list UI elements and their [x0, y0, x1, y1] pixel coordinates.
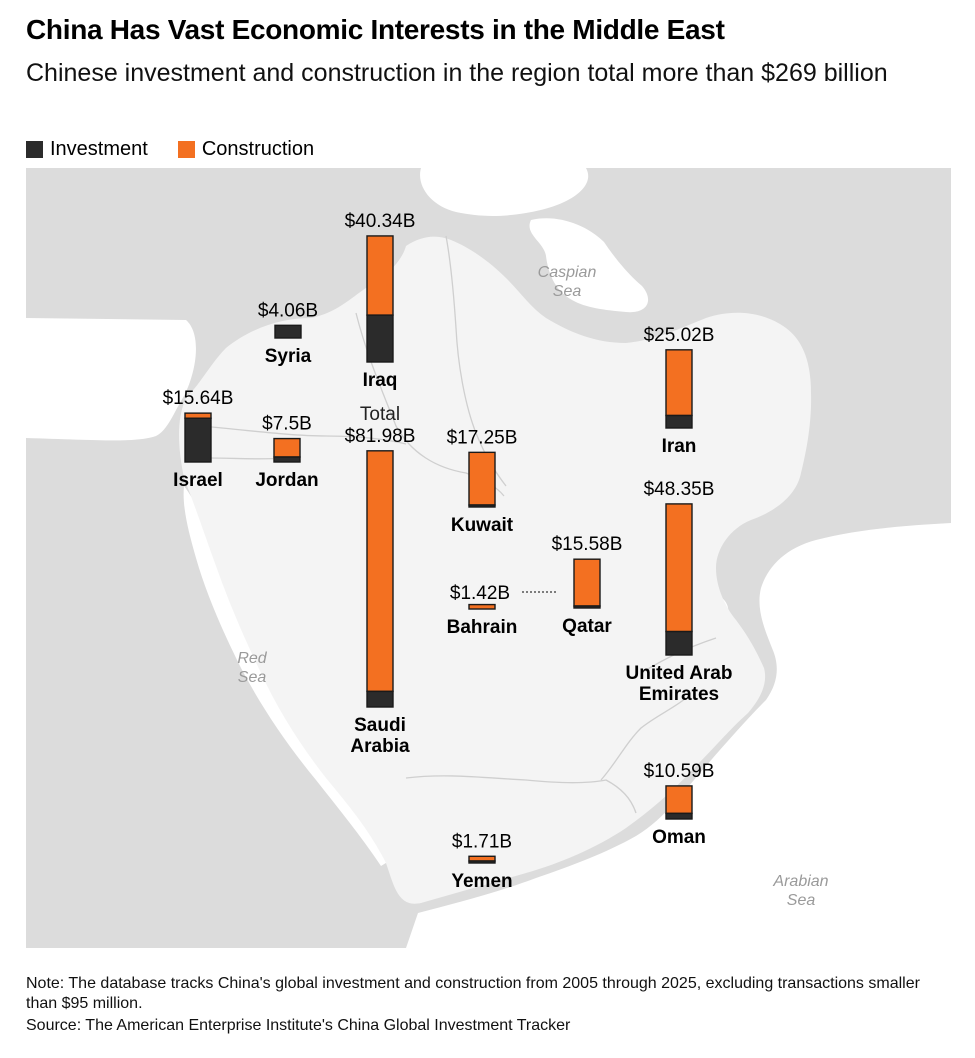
country-label-oman: Oman — [652, 827, 706, 848]
bar-construction-oman — [665, 785, 693, 815]
bar-group-iran: $25.02B Iran — [644, 325, 715, 457]
bar-group-jordan: $7.5B Jordan — [255, 414, 318, 491]
value-prefix-saudi-arabia: Total — [360, 404, 400, 425]
bar-investment-israel — [184, 417, 212, 463]
land-region — [179, 236, 812, 904]
footnote: Note: The database tracks China's global… — [26, 975, 920, 1012]
bar-group-qatar: $15.58B Qatar — [552, 534, 623, 637]
value-label-iraq: $40.34B — [345, 211, 416, 232]
value-label-bahrain: $1.42B — [450, 583, 510, 604]
country-label-iraq: Iraq — [363, 370, 398, 391]
country-label-united-arab-emirates: United Arab — [626, 663, 733, 684]
country-label-united-arab-emirates: Emirates — [639, 684, 719, 705]
value-label-oman: $10.59B — [644, 761, 715, 782]
country-label-israel: Israel — [173, 470, 223, 491]
country-label-iran: Iran — [662, 436, 697, 457]
legend-label-investment: Investment — [50, 138, 148, 160]
value-label-qatar: $15.58B — [552, 534, 623, 555]
bar-investment-oman — [665, 812, 693, 820]
chart-subtitle: Chinese investment and construction in t… — [26, 59, 888, 87]
legend-item-investment: Investment — [26, 138, 148, 161]
mediterranean-sea — [26, 318, 196, 441]
country-label-saudi-arabia: Saudi — [354, 715, 406, 736]
country-label-jordan: Jordan — [255, 470, 318, 491]
bar-group-iraq: $40.34B Iraq — [345, 211, 416, 391]
bar-construction-yemen — [468, 855, 496, 862]
bar-group-israel: $15.64B Israel — [163, 388, 234, 491]
legend-label-construction: Construction — [201, 138, 315, 160]
bar-construction-kuwait — [468, 451, 496, 506]
bars-layer: $4.06B Syria $15.64B Israel $7.5B Jordan $40.3… — [163, 211, 733, 892]
bar-construction-jordan — [273, 437, 301, 458]
water-label: Arabian — [772, 873, 828, 890]
water-label: Red — [237, 650, 267, 667]
bar-construction-iran — [665, 349, 693, 417]
country-label-saudi-arabia: Arabia — [350, 736, 410, 757]
bar-construction-bahrain — [468, 603, 496, 610]
bar-construction-united-arab-emirates — [665, 503, 693, 633]
arabian-sea — [406, 523, 951, 948]
bar-group-syria: $4.06B Syria — [258, 300, 318, 367]
bar-group-kuwait: $17.25B Kuwait — [447, 427, 518, 536]
value-label-syria: $4.06B — [258, 300, 318, 321]
legend: Investment Construction — [26, 138, 344, 161]
value-label-iran: $25.02B — [644, 325, 715, 346]
bar-investment-kuwait — [468, 504, 496, 508]
chart-title: China Has Vast Economic Interests in the… — [26, 14, 725, 45]
water-label: Sea — [553, 283, 582, 300]
bar-investment-iraq — [366, 314, 394, 363]
water-label: Sea — [787, 892, 816, 909]
bar-investment-jordan — [273, 456, 301, 463]
water-labels: Caspian Sea Red Sea Arabian Sea — [237, 264, 828, 909]
value-label-united-arab-emirates: $48.35B — [644, 479, 715, 500]
bar-investment-iran — [665, 414, 693, 429]
source-note: Source: The American Enterprise Institut… — [26, 1017, 571, 1034]
water-label: Caspian — [538, 264, 597, 281]
country-label-yemen: Yemen — [451, 871, 512, 892]
map-svg: Caspian Sea Red Sea Arabian Sea $4.06B Syria $1… — [26, 168, 951, 948]
value-label-kuwait: $17.25B — [447, 427, 518, 448]
bar-group-bahrain: $1.42B Bahrain — [447, 583, 557, 638]
bar-investment-syria — [274, 324, 302, 339]
bar-construction-israel — [184, 412, 212, 419]
bar-construction-qatar — [573, 558, 601, 607]
value-label-jordan: $7.5B — [262, 414, 312, 435]
bar-investment-qatar — [573, 605, 601, 609]
value-label-saudi-arabia: $81.98B — [345, 426, 416, 447]
legend-item-construction: Construction — [177, 138, 315, 161]
legend-swatch-investment — [26, 141, 43, 158]
bar-investment-united-arab-emirates — [665, 630, 693, 656]
caspian-sea — [529, 218, 649, 313]
water-label: Sea — [238, 669, 267, 686]
country-label-bahrain: Bahrain — [447, 617, 518, 638]
bar-group-yemen: $1.71B Yemen — [451, 831, 512, 892]
legend-swatch-construction — [177, 141, 195, 158]
bar-investment-yemen — [468, 860, 496, 864]
map-chart: Caspian Sea Red Sea Arabian Sea $4.06B Syria $1… — [26, 168, 951, 948]
bar-construction-saudi-arabia — [366, 450, 394, 693]
black-sea — [420, 168, 589, 216]
country-label-kuwait: Kuwait — [451, 515, 514, 536]
country-label-qatar: Qatar — [562, 616, 612, 637]
bar-investment-saudi-arabia — [366, 690, 394, 708]
bar-group-oman: $10.59B Oman — [644, 761, 715, 848]
bar-construction-iraq — [366, 235, 394, 316]
value-label-israel: $15.64B — [163, 388, 234, 409]
value-label-yemen: $1.71B — [452, 831, 512, 852]
country-label-syria: Syria — [265, 346, 312, 367]
